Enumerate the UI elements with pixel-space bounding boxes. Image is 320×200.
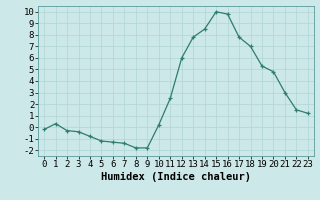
X-axis label: Humidex (Indice chaleur): Humidex (Indice chaleur) bbox=[101, 172, 251, 182]
